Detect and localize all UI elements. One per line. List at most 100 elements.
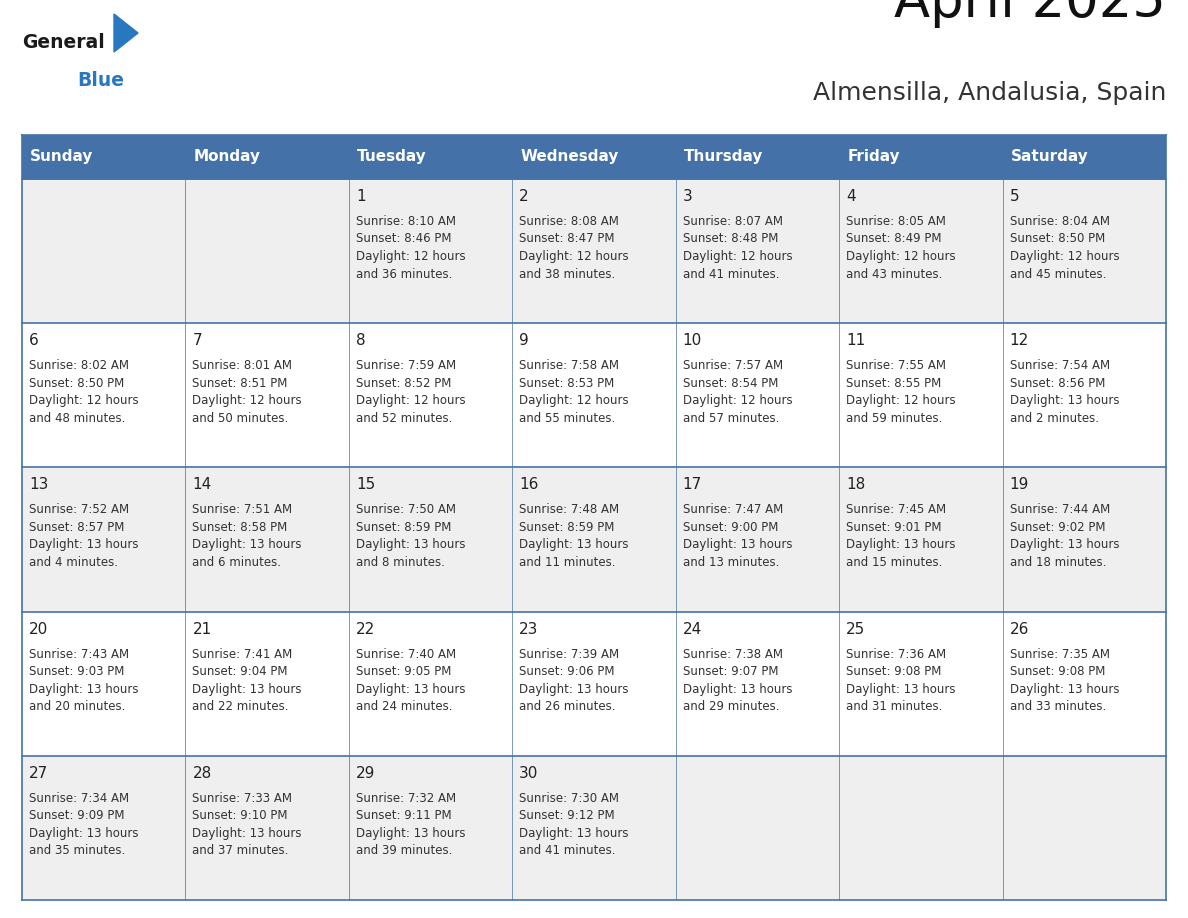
Bar bbox=[185, 135, 349, 179]
Text: Daylight: 13 hours: Daylight: 13 hours bbox=[356, 683, 466, 696]
Text: and 36 minutes.: and 36 minutes. bbox=[356, 267, 453, 281]
Bar bbox=[676, 611, 839, 756]
Text: Sunrise: 7:32 AM: Sunrise: 7:32 AM bbox=[356, 792, 456, 805]
Text: Daylight: 13 hours: Daylight: 13 hours bbox=[519, 827, 628, 840]
Text: Sunset: 8:59 PM: Sunset: 8:59 PM bbox=[356, 521, 451, 534]
Text: 16: 16 bbox=[519, 477, 538, 492]
Polygon shape bbox=[114, 14, 138, 52]
Text: and 43 minutes.: and 43 minutes. bbox=[846, 267, 942, 281]
Text: Sunset: 8:55 PM: Sunset: 8:55 PM bbox=[846, 376, 941, 390]
Text: Sunday: Sunday bbox=[30, 150, 94, 164]
Text: and 20 minutes.: and 20 minutes. bbox=[29, 700, 126, 713]
Text: and 59 minutes.: and 59 minutes. bbox=[846, 411, 942, 425]
Text: Sunset: 9:05 PM: Sunset: 9:05 PM bbox=[356, 666, 451, 678]
Text: Sunset: 9:02 PM: Sunset: 9:02 PM bbox=[1010, 521, 1105, 534]
Text: and 26 minutes.: and 26 minutes. bbox=[519, 700, 615, 713]
Bar bbox=[676, 323, 839, 467]
Bar bbox=[839, 323, 1003, 467]
Text: Daylight: 12 hours: Daylight: 12 hours bbox=[356, 394, 466, 408]
Text: April 2025: April 2025 bbox=[895, 0, 1165, 28]
Bar bbox=[185, 467, 349, 611]
Text: Daylight: 12 hours: Daylight: 12 hours bbox=[683, 250, 792, 263]
Bar bbox=[1003, 467, 1165, 611]
Text: Saturday: Saturday bbox=[1011, 150, 1088, 164]
Text: Daylight: 12 hours: Daylight: 12 hours bbox=[683, 394, 792, 408]
Text: Sunrise: 7:30 AM: Sunrise: 7:30 AM bbox=[519, 792, 619, 805]
Text: Daylight: 13 hours: Daylight: 13 hours bbox=[846, 538, 955, 552]
Bar bbox=[349, 467, 512, 611]
Text: Daylight: 13 hours: Daylight: 13 hours bbox=[192, 538, 302, 552]
Text: Sunrise: 7:41 AM: Sunrise: 7:41 AM bbox=[192, 647, 292, 661]
Bar bbox=[23, 611, 185, 756]
Text: 8: 8 bbox=[356, 333, 366, 348]
Bar bbox=[349, 323, 512, 467]
Bar bbox=[839, 611, 1003, 756]
Text: 15: 15 bbox=[356, 477, 375, 492]
Text: Sunrise: 7:35 AM: Sunrise: 7:35 AM bbox=[1010, 647, 1110, 661]
Text: and 35 minutes.: and 35 minutes. bbox=[29, 845, 125, 857]
Text: Sunset: 9:00 PM: Sunset: 9:00 PM bbox=[683, 521, 778, 534]
Text: Thursday: Thursday bbox=[684, 150, 763, 164]
Text: 10: 10 bbox=[683, 333, 702, 348]
Text: Daylight: 13 hours: Daylight: 13 hours bbox=[29, 683, 139, 696]
Text: and 48 minutes.: and 48 minutes. bbox=[29, 411, 126, 425]
Text: and 31 minutes.: and 31 minutes. bbox=[846, 700, 942, 713]
Text: and 15 minutes.: and 15 minutes. bbox=[846, 556, 942, 569]
Text: 12: 12 bbox=[1010, 333, 1029, 348]
Text: and 37 minutes.: and 37 minutes. bbox=[192, 845, 289, 857]
Text: Sunset: 9:04 PM: Sunset: 9:04 PM bbox=[192, 666, 287, 678]
Bar bbox=[23, 323, 185, 467]
Text: Daylight: 12 hours: Daylight: 12 hours bbox=[519, 394, 628, 408]
Text: 7: 7 bbox=[192, 333, 202, 348]
Bar bbox=[676, 179, 839, 323]
Text: 2: 2 bbox=[519, 189, 529, 204]
Text: 13: 13 bbox=[29, 477, 49, 492]
Text: 23: 23 bbox=[519, 621, 538, 636]
Bar bbox=[839, 756, 1003, 900]
Text: and 41 minutes.: and 41 minutes. bbox=[683, 267, 779, 281]
Text: Daylight: 12 hours: Daylight: 12 hours bbox=[192, 394, 302, 408]
Text: Sunrise: 7:33 AM: Sunrise: 7:33 AM bbox=[192, 792, 292, 805]
Text: Sunrise: 8:07 AM: Sunrise: 8:07 AM bbox=[683, 215, 783, 228]
Text: Sunset: 9:10 PM: Sunset: 9:10 PM bbox=[192, 810, 287, 823]
Text: Sunrise: 7:54 AM: Sunrise: 7:54 AM bbox=[1010, 359, 1110, 372]
Text: and 33 minutes.: and 33 minutes. bbox=[1010, 700, 1106, 713]
Bar bbox=[839, 179, 1003, 323]
Text: Daylight: 13 hours: Daylight: 13 hours bbox=[29, 538, 139, 552]
Text: and 39 minutes.: and 39 minutes. bbox=[356, 845, 453, 857]
Text: 28: 28 bbox=[192, 766, 211, 781]
Text: 20: 20 bbox=[29, 621, 49, 636]
Text: Sunrise: 7:59 AM: Sunrise: 7:59 AM bbox=[356, 359, 456, 372]
Text: and 45 minutes.: and 45 minutes. bbox=[1010, 267, 1106, 281]
Text: Sunset: 8:52 PM: Sunset: 8:52 PM bbox=[356, 376, 451, 390]
Bar bbox=[349, 611, 512, 756]
Text: Sunset: 8:54 PM: Sunset: 8:54 PM bbox=[683, 376, 778, 390]
Text: Sunrise: 7:50 AM: Sunrise: 7:50 AM bbox=[356, 503, 456, 517]
Text: Daylight: 13 hours: Daylight: 13 hours bbox=[1010, 538, 1119, 552]
Bar bbox=[349, 756, 512, 900]
Text: Sunrise: 7:38 AM: Sunrise: 7:38 AM bbox=[683, 647, 783, 661]
Bar bbox=[839, 467, 1003, 611]
Bar bbox=[23, 135, 185, 179]
Text: and 13 minutes.: and 13 minutes. bbox=[683, 556, 779, 569]
Text: Blue: Blue bbox=[77, 71, 124, 90]
Text: Sunrise: 7:55 AM: Sunrise: 7:55 AM bbox=[846, 359, 946, 372]
Bar bbox=[512, 611, 676, 756]
Text: and 4 minutes.: and 4 minutes. bbox=[29, 556, 118, 569]
Text: 22: 22 bbox=[356, 621, 375, 636]
Text: Sunrise: 7:36 AM: Sunrise: 7:36 AM bbox=[846, 647, 947, 661]
Bar bbox=[185, 323, 349, 467]
Bar bbox=[839, 135, 1003, 179]
Text: Daylight: 12 hours: Daylight: 12 hours bbox=[846, 394, 956, 408]
Text: and 29 minutes.: and 29 minutes. bbox=[683, 700, 779, 713]
Text: 3: 3 bbox=[683, 189, 693, 204]
Text: and 22 minutes.: and 22 minutes. bbox=[192, 700, 289, 713]
Bar bbox=[185, 611, 349, 756]
Text: Sunrise: 7:51 AM: Sunrise: 7:51 AM bbox=[192, 503, 292, 517]
Text: Sunrise: 7:47 AM: Sunrise: 7:47 AM bbox=[683, 503, 783, 517]
Text: 24: 24 bbox=[683, 621, 702, 636]
Text: Sunset: 9:03 PM: Sunset: 9:03 PM bbox=[29, 666, 125, 678]
Text: Sunrise: 7:39 AM: Sunrise: 7:39 AM bbox=[519, 647, 619, 661]
Text: Sunset: 8:53 PM: Sunset: 8:53 PM bbox=[519, 376, 614, 390]
Text: Sunrise: 7:34 AM: Sunrise: 7:34 AM bbox=[29, 792, 129, 805]
